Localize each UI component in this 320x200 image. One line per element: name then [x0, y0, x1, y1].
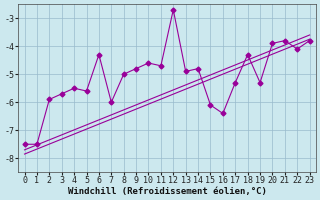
- X-axis label: Windchill (Refroidissement éolien,°C): Windchill (Refroidissement éolien,°C): [68, 187, 267, 196]
